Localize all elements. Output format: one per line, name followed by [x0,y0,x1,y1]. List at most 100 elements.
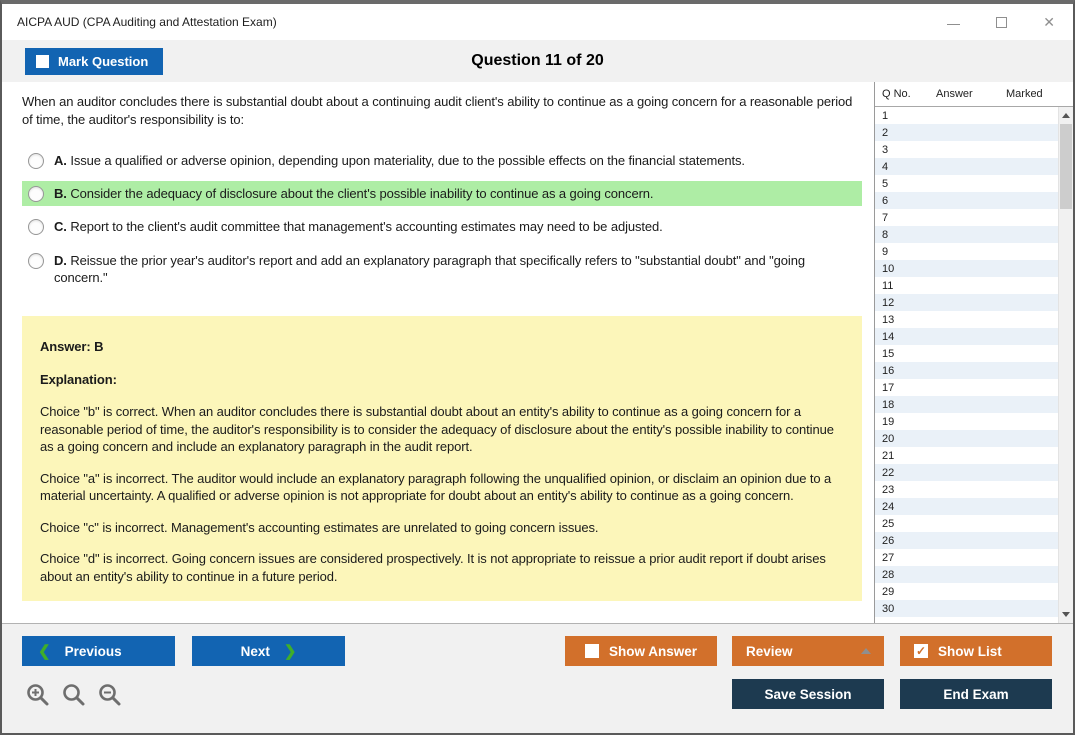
scrollbar-thumb[interactable] [1060,124,1072,209]
question-number: 28 [882,568,895,581]
question-number: 18 [882,398,895,411]
minimize-icon[interactable] [947,23,961,25]
title-bar: AICPA AUD (CPA Auditing and Attestation … [2,4,1073,40]
question-list-sidebar: Q No. Answer Marked 1 2 3 4 5 6 7 8 9 10 11 12 13 14 1… [874,82,1073,623]
question-number: 22 [882,466,895,479]
option-b[interactable]: B. Consider the adequacy of disclosure a… [22,181,862,207]
next-button[interactable]: Next ❯ [192,636,345,666]
footer-bar: ❮ Previous Next ❯ Show Answer Review ✓ S… [2,623,1073,733]
main-content: When an auditor concludes there is subst… [2,82,1073,623]
show-list-checkbox[interactable]: ✓ [914,644,928,658]
question-list-row-2[interactable]: 2 [875,124,1058,141]
radio-b[interactable] [28,186,44,203]
question-list-row-23[interactable]: 23 [875,481,1058,498]
option-c[interactable]: C. Report to the client's audit committe… [22,214,862,239]
question-number: 19 [882,415,895,428]
question-list-row-5[interactable]: 5 [875,175,1058,192]
zoom-in-icon[interactable] [25,682,51,708]
mark-question-button[interactable]: Mark Question [25,47,164,75]
question-number: 13 [882,313,895,326]
question-list-row-1[interactable]: 1 [875,107,1058,124]
question-list-row-10[interactable]: 10 [875,260,1058,277]
question-list-row-6[interactable]: 6 [875,192,1058,209]
question-number: 12 [882,296,895,309]
column-marked: Marked [1006,88,1043,100]
show-answer-button[interactable]: Show Answer [565,636,717,666]
question-counter: Question 11 of 20 [471,52,604,69]
zoom-reset-icon[interactable] [61,682,87,708]
question-number: 9 [882,245,889,258]
save-session-button[interactable]: Save Session [732,679,884,709]
show-answer-checkbox[interactable] [584,644,599,658]
question-list-row-27[interactable]: 27 [875,549,1058,566]
question-panel: When an auditor concludes there is subst… [2,82,874,623]
question-number: 10 [882,262,895,275]
question-number: 26 [882,534,895,547]
show-list-button[interactable]: ✓ Show List [900,636,1052,666]
question-number: 23 [882,483,895,496]
question-number: 25 [882,517,895,530]
chevron-left-icon: ❮ [38,643,51,660]
window-title: AICPA AUD (CPA Auditing and Attestation … [17,15,277,29]
question-list-row-28[interactable]: 28 [875,566,1058,583]
question-list-row-25[interactable]: 25 [875,515,1058,532]
options-list: A. Issue a qualified or adverse opinion,… [22,148,862,290]
question-list-row-21[interactable]: 21 [875,447,1058,464]
triangle-up-icon [861,648,871,654]
question-list-row-15[interactable]: 15 [875,345,1058,362]
close-icon[interactable]: ✕ [1043,14,1055,30]
question-list-row-13[interactable]: 13 [875,311,1058,328]
question-list-row-9[interactable]: 9 [875,243,1058,260]
zoom-out-icon[interactable] [97,682,123,708]
maximize-icon[interactable] [996,16,1008,28]
answer-label: Answer: B [40,338,104,354]
question-list-row-20[interactable]: 20 [875,430,1058,447]
question-number: 27 [882,551,895,564]
question-list-row-26[interactable]: 26 [875,532,1058,549]
mark-question-label: Mark Question [58,53,149,69]
previous-button[interactable]: ❮ Previous [22,636,175,666]
question-number: 3 [882,143,889,156]
question-list-row-7[interactable]: 7 [875,209,1058,226]
header-bar: Question 11 of 20 Mark Question [2,40,1073,82]
review-label: Review [746,643,793,659]
question-number: 7 [882,211,889,224]
mark-question-checkbox[interactable] [36,54,49,68]
question-list-row-30[interactable]: 30 [875,600,1058,617]
radio-d[interactable] [28,252,44,269]
question-list-row-18[interactable]: 18 [875,396,1058,413]
question-list-row-16[interactable]: 16 [875,362,1058,379]
question-number: 8 [882,228,889,241]
scroll-up-icon[interactable] [1059,108,1073,123]
radio-a[interactable] [28,153,44,170]
question-list-row-14[interactable]: 14 [875,328,1058,345]
radio-c[interactable] [28,219,44,236]
question-list-row-24[interactable]: 24 [875,498,1058,515]
question-list-row-29[interactable]: 29 [875,583,1058,600]
review-button[interactable]: Review [732,636,884,666]
question-list-scrollbar[interactable] [1058,107,1073,623]
answer-explanation-box: Answer: B Explanation: Choice "b" is cor… [22,315,862,602]
option-text-c: C. Report to the client's audit committe… [54,219,663,235]
question-list-row-12[interactable]: 12 [875,294,1058,311]
question-number: 17 [882,381,895,394]
option-d[interactable]: D. Reissue the prior year's auditor's re… [22,248,862,290]
question-list-row-19[interactable]: 19 [875,413,1058,430]
question-number: 24 [882,500,895,513]
scroll-down-icon[interactable] [1059,607,1073,622]
question-list-row-8[interactable]: 8 [875,226,1058,243]
question-list-row-17[interactable]: 17 [875,379,1058,396]
question-number: 29 [882,585,895,598]
option-a[interactable]: A. Issue a qualified or adverse opinion,… [22,148,862,173]
question-list-row-3[interactable]: 3 [875,141,1058,158]
question-list-row-22[interactable]: 22 [875,464,1058,481]
question-number: 4 [882,160,889,173]
question-number: 20 [882,432,895,445]
end-exam-label: End Exam [943,686,1009,702]
question-number: 14 [882,330,895,343]
question-list-row-4[interactable]: 4 [875,158,1058,175]
question-list-row-11[interactable]: 11 [875,277,1058,294]
option-text-b: B. Consider the adequacy of disclosure a… [54,186,654,202]
end-exam-button[interactable]: End Exam [900,679,1052,709]
